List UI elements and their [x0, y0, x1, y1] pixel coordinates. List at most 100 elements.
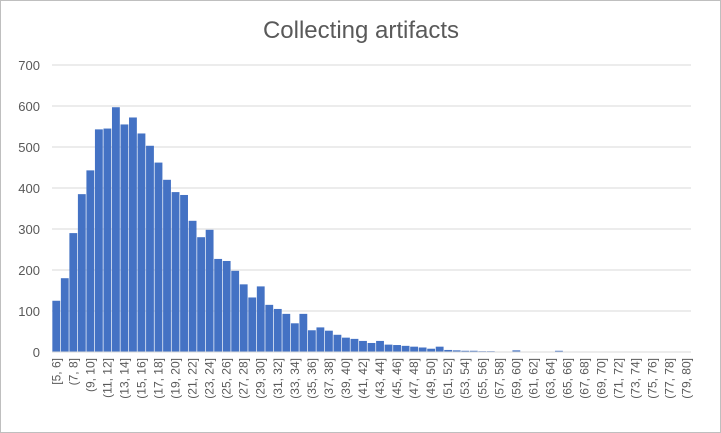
bar	[205, 229, 214, 352]
bar	[265, 304, 274, 352]
bars	[52, 107, 691, 352]
bar	[256, 286, 265, 352]
bar	[290, 323, 299, 352]
x-tick-label: (35, 36]	[305, 358, 319, 399]
x-tick-label: (51, 52]	[441, 358, 455, 399]
x-tick-label: (77, 78]	[663, 358, 677, 399]
y-tick-label: 600	[18, 99, 40, 114]
x-axis-category-labels: [5, 6] (7, 8] (9, 10] (11, 12] (13, 14] (15, …	[49, 358, 693, 399]
x-tick-label: (21, 22]	[186, 358, 200, 399]
x-tick-label: (45, 46]	[390, 358, 404, 399]
x-tick-label: (65, 66]	[560, 358, 574, 399]
x-tick-label: (49, 50]	[424, 358, 438, 399]
x-tick-label: (79, 80]	[680, 358, 694, 399]
y-tick-label: 300	[18, 222, 40, 237]
x-tick-label: (69, 70]	[595, 358, 609, 399]
x-tick-label: (71, 72]	[612, 358, 626, 399]
bar	[307, 330, 316, 352]
x-tick-label: (41, 42]	[356, 358, 370, 399]
x-tick-label: (33, 34]	[288, 358, 302, 399]
bar	[171, 192, 180, 352]
y-tick-label: 100	[18, 304, 40, 319]
bar	[239, 284, 248, 352]
bar	[435, 346, 444, 352]
bar	[376, 340, 384, 352]
bar	[444, 349, 453, 352]
bar	[163, 179, 171, 352]
x-tick-label: (47, 48]	[407, 358, 421, 399]
chart-title: Collecting artifacts	[263, 17, 459, 44]
bar	[282, 313, 291, 352]
bar	[197, 237, 206, 352]
y-tick-label: 400	[18, 181, 40, 196]
bar	[418, 347, 427, 352]
bar	[69, 233, 78, 352]
bar	[299, 313, 308, 352]
x-tick-label: (67, 68]	[578, 358, 592, 399]
bar	[120, 124, 129, 352]
x-tick-label: [5, 6]	[49, 358, 63, 385]
bar	[77, 194, 86, 352]
y-tick-label: 0	[33, 345, 40, 360]
bar	[52, 300, 61, 352]
bar	[342, 337, 350, 352]
x-tick-label: (25, 26]	[220, 358, 234, 399]
bar	[469, 350, 478, 352]
bar	[137, 133, 146, 352]
x-tick-label: (63, 64]	[543, 358, 557, 399]
bar	[222, 260, 231, 352]
x-tick-label: (23, 24]	[203, 358, 217, 399]
bar	[452, 350, 461, 352]
bar	[401, 345, 410, 352]
bar	[94, 129, 103, 352]
bar	[180, 194, 188, 352]
bar	[214, 258, 223, 352]
bar	[461, 350, 470, 352]
x-tick-label: (37, 38]	[322, 358, 336, 399]
bar	[86, 170, 95, 352]
bar	[393, 345, 401, 352]
bar	[316, 327, 325, 352]
x-tick-label: (9, 10]	[83, 358, 97, 392]
bar	[384, 344, 393, 352]
x-tick-label: (55, 56]	[475, 358, 489, 399]
x-tick-label: (59, 60]	[509, 358, 523, 399]
bar	[154, 162, 163, 352]
x-tick-label: (29, 30]	[254, 358, 268, 399]
x-tick-label: (11, 12]	[100, 358, 114, 398]
x-tick-label: (53, 54]	[458, 358, 472, 399]
bar	[146, 145, 154, 352]
bar	[512, 350, 521, 352]
x-tick-label: (19, 20]	[169, 358, 183, 399]
x-tick-label: (31, 32]	[271, 358, 285, 399]
bar	[427, 348, 436, 352]
y-tick-label: 700	[18, 58, 40, 73]
bar	[359, 340, 367, 352]
x-tick-label: (43, 44]	[373, 358, 387, 399]
x-tick-label: (7, 8]	[66, 358, 80, 385]
y-tick-label: 500	[18, 140, 40, 155]
bar	[248, 297, 257, 352]
x-tick-label: (15, 16]	[134, 358, 148, 399]
bar	[324, 330, 333, 352]
x-tick-label: (17, 18]	[152, 358, 166, 399]
bar	[555, 350, 563, 352]
bar	[367, 342, 376, 352]
x-tick-label: (75, 76]	[646, 358, 660, 399]
bar	[129, 117, 137, 352]
bar	[333, 334, 342, 352]
bar	[111, 107, 120, 352]
bar	[273, 308, 282, 352]
bar	[231, 270, 240, 352]
y-tick-label: 200	[18, 263, 40, 278]
x-tick-label: (61, 62]	[526, 358, 540, 399]
x-tick-label: (13, 14]	[117, 358, 131, 399]
x-tick-label: (57, 58]	[492, 358, 506, 399]
x-tick-label: (39, 40]	[339, 358, 353, 399]
bar	[60, 278, 69, 352]
bar	[188, 220, 197, 352]
y-axis-tick-labels: 0 100 200 300 400 500 600 700	[18, 58, 40, 360]
x-tick-label: (27, 28]	[237, 358, 251, 399]
